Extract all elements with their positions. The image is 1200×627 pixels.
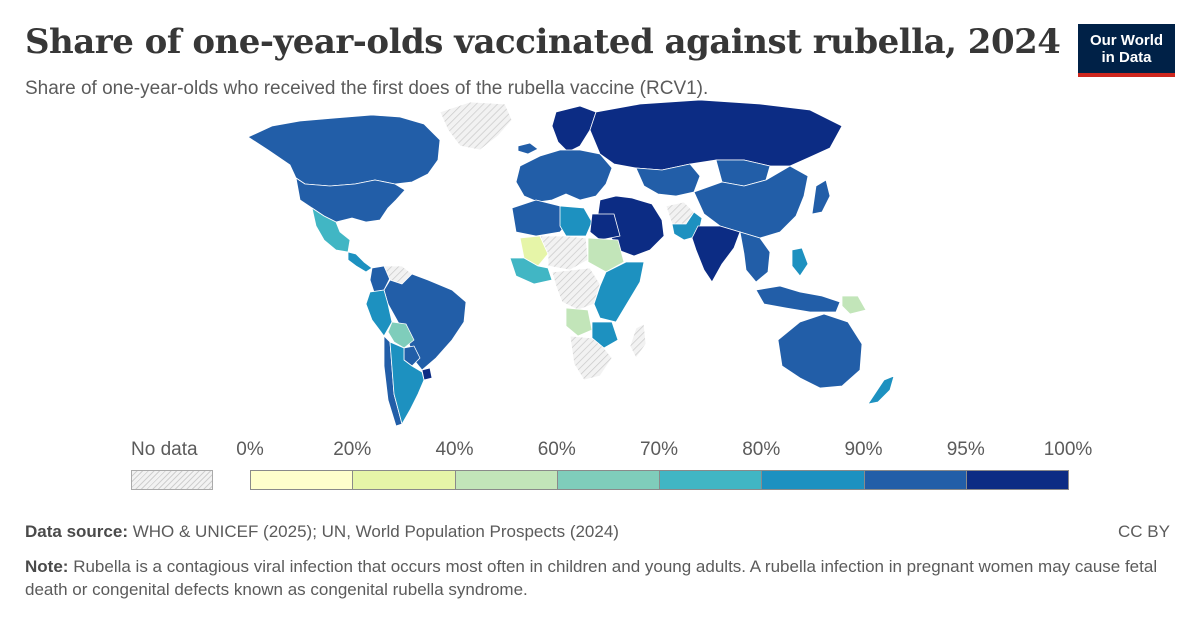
region-zambia[interactable] [591,321,619,349]
region-brazil[interactable] [383,273,467,371]
region-egypt[interactable] [589,213,621,241]
region-scandinavia[interactable] [551,105,597,153]
logo-line-2: in Data [1101,48,1152,66]
region-sudan[interactable] [587,237,625,273]
legend-bin[interactable] [250,470,354,490]
owid-logo[interactable]: Our World in Data [1078,24,1175,77]
legend-bin[interactable] [761,470,865,490]
region-southeast-asia[interactable] [739,231,771,283]
region-europe[interactable] [515,149,613,203]
region-angola[interactable] [565,307,593,337]
legend-bin[interactable] [863,470,967,490]
region-india[interactable] [691,225,741,283]
legend-no-data-label: No data [131,439,198,460]
data-source: Data source: WHO & UNICEF (2025); UN, Wo… [25,522,619,542]
region-australia[interactable] [777,313,863,389]
data-source-text[interactable]: WHO & UNICEF (2025); UN, World Populatio… [132,522,619,541]
region-mexico[interactable] [311,207,351,253]
legend-tick-label: 0% [236,439,264,460]
region-west-africa[interactable] [509,257,553,285]
region-russia[interactable] [589,100,843,171]
region-kazakhstan[interactable] [635,163,701,197]
region-new-zealand[interactable] [867,375,895,405]
legend-tick-label: 70% [639,439,679,460]
region-papua-new-guinea[interactable] [841,295,867,315]
region-japan[interactable] [811,179,831,215]
legend-bin[interactable] [454,470,558,490]
region-southern-africa[interactable] [569,335,613,381]
region-central-america[interactable] [347,251,373,273]
legend-bin[interactable] [659,470,763,490]
legend-tick-label: 80% [742,439,781,460]
note-label: Note: [25,557,69,576]
legend-bin[interactable] [556,470,660,490]
region-united-states[interactable] [295,177,406,223]
region-peru[interactable] [365,289,393,337]
chart-subtitle: Share of one-year-olds who received the … [25,78,709,99]
region-madagascar[interactable] [629,323,647,359]
region-mali[interactable] [519,235,549,267]
chart-title: Share of one-year-olds vaccinated agains… [25,22,1061,62]
region-greenland[interactable] [439,101,513,151]
region-central-africa[interactable] [551,267,601,311]
legend-tick-label: 60% [537,439,576,460]
region-libya[interactable] [559,205,593,237]
license-link[interactable]: CC BY [1118,522,1170,541]
region-indonesia[interactable] [755,285,841,313]
legend-tick-label: 20% [333,439,372,460]
legend-bin[interactable] [352,470,456,490]
region-canada[interactable] [247,114,441,187]
legend-tick-label: 100% [1043,439,1093,460]
region-philippines[interactable] [791,247,809,277]
region-east-africa[interactable] [593,261,645,323]
legend-tick-label: 40% [435,439,474,460]
data-source-label: Data source: [25,522,128,541]
note-text: Rubella is a contagious viral infection … [25,557,1158,599]
logo-line-1: Our World [1089,31,1164,49]
region-iceland[interactable] [517,142,539,155]
legend-bin[interactable] [965,470,1069,490]
legend-no-data-swatch [131,470,213,490]
legend-tick-label: 95% [946,439,985,460]
world-map [247,100,895,427]
legend-tick-label: 90% [844,439,883,460]
chart-note: Note: Rubella is a contagious viral infe… [25,555,1175,601]
region-argentina[interactable] [389,341,425,425]
region-sahel[interactable] [539,235,589,271]
